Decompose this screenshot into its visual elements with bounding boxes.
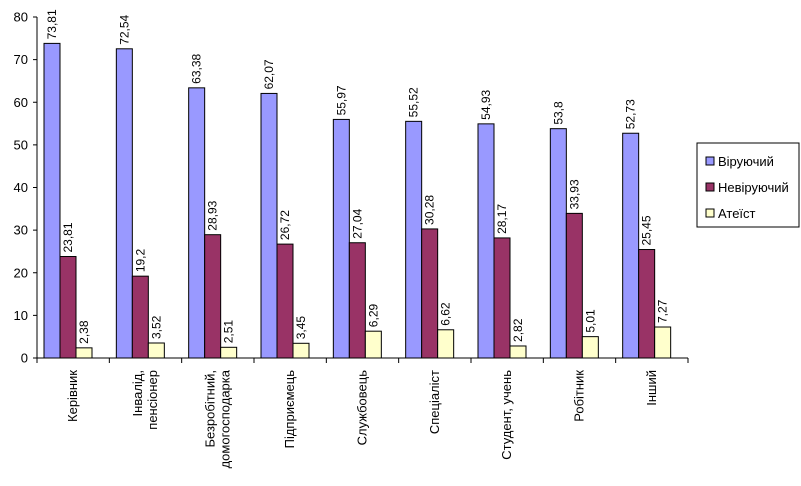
y-tick-label: 0 [21,351,28,366]
bar-2-9 [638,249,656,359]
data-label: 55,97 [334,85,348,115]
legend-label: Невіруючий [718,180,789,195]
bar-1-4 [260,92,278,359]
y-tick-label: 50 [14,137,28,152]
bar-1-3 [188,87,206,359]
category-label: Службовець [355,370,370,446]
legend-swatch [705,182,715,192]
bar-1-8 [549,128,567,359]
category-label: Безробітний, [202,370,217,448]
bar-1-5 [332,118,350,359]
bar-3-3 [220,346,238,359]
data-label: 72,54 [117,14,131,44]
bar-2-4 [276,243,294,359]
y-tick-label: 80 [14,10,28,25]
legend-swatch [705,208,715,218]
bar-2-3 [204,234,222,359]
data-label: 55,52 [407,87,421,117]
data-label: 54,93 [479,90,493,120]
bar-1-1 [43,42,61,359]
chart-data-labels: 73,81 72,54 63,38 62,07 55,97 55,52 54,93 53,8 5… [45,9,670,344]
bar-3-7 [509,345,527,359]
bar-2-1 [59,256,77,359]
category-label: Робітник [572,370,587,422]
category-label: Інший [644,370,659,406]
data-label: 2,38 [77,320,91,344]
category-label: Інвалід, [130,370,145,416]
data-label: 19,2 [133,248,147,272]
legend-label: Атеїст [718,206,756,221]
bar-1-2 [115,48,133,359]
y-tick-label: 60 [14,95,28,110]
y-tick-label: 30 [14,223,28,238]
data-label: 26,72 [278,210,292,240]
category-label: Студент, учень [499,370,514,460]
category-label: пенсіонер [145,370,160,430]
data-label: 3,52 [149,315,163,339]
chart-bars [43,42,672,359]
y-tick-label: 20 [14,265,28,280]
category-label: домогосподарка [217,369,232,468]
bar-2-2 [131,275,149,359]
data-label: 2,82 [511,318,525,342]
legend-label: Віруючий [718,154,774,169]
bar-3-2 [147,342,165,359]
data-label: 27,04 [350,208,364,238]
chart-category-labels: Керівник Інвалід, пенсіонер Безробітний, дом… [65,369,659,468]
legend-swatch [705,156,715,166]
data-label: 53,8 [551,101,565,125]
bar-3-6 [437,329,455,359]
bar-2-5 [348,242,366,359]
data-label: 5,01 [583,309,597,333]
bar-2-7 [493,237,511,359]
category-label: Підприємець [282,370,297,449]
chart-legend: Віруючий Невіруючий Атеїст [696,142,800,228]
data-label: 52,73 [624,99,638,129]
bar-3-8 [581,336,599,359]
data-label: 2,51 [222,320,236,344]
bar-1-6 [405,120,423,359]
bar-3-1 [75,347,93,359]
y-tick-label: 40 [14,180,28,195]
data-label: 25,45 [640,215,654,245]
data-label: 23,81 [61,222,75,252]
data-label: 6,62 [439,302,453,326]
data-label: 3,45 [294,316,308,340]
category-label: Керівник [65,370,80,422]
data-label: 7,27 [656,299,670,323]
data-label: 28,17 [495,204,509,234]
data-label: 62,07 [262,59,276,89]
data-label: 6,29 [366,304,380,328]
data-label: 28,93 [206,200,220,230]
bar-2-8 [565,212,583,359]
bar-2-6 [421,228,439,359]
y-tick-label: 70 [14,52,28,67]
bar-3-9 [654,326,672,359]
data-label: 73,81 [45,9,59,39]
bar-1-7 [477,123,495,359]
bar-3-4 [292,342,310,359]
category-label: Спеціаліст [427,370,442,434]
data-label: 63,38 [190,53,204,83]
y-tick-label: 10 [14,308,28,323]
bar-1-9 [622,132,640,359]
data-label: 30,28 [423,195,437,225]
data-label: 33,93 [567,179,581,209]
bar-3-5 [364,330,382,359]
